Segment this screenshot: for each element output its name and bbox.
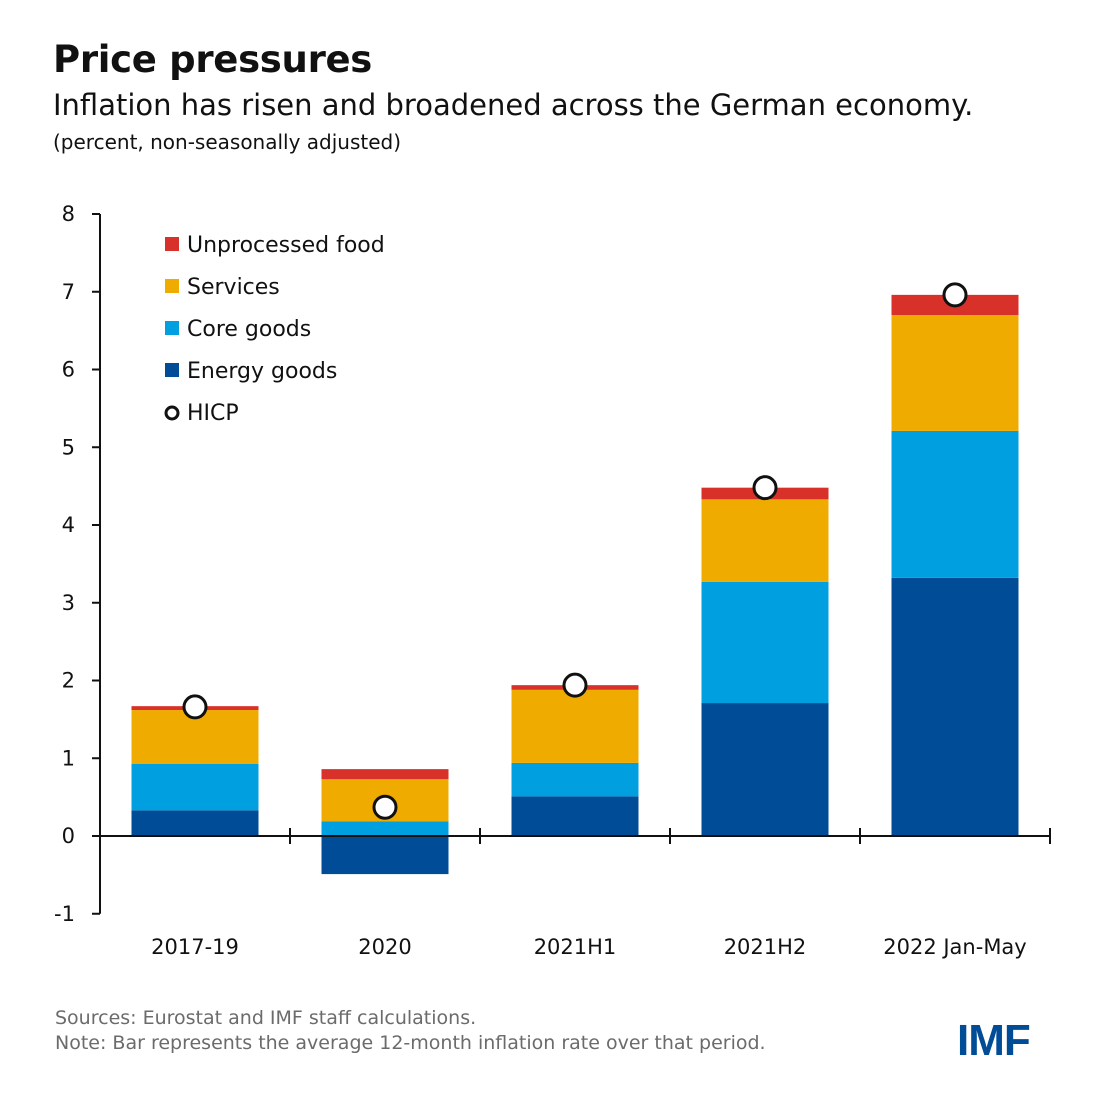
hicp-marker (942, 282, 968, 308)
x-tick-label: 2022 Jan-May (883, 935, 1026, 959)
x-tick-label: 2021H2 (724, 935, 807, 959)
legend-swatch (165, 279, 179, 293)
legend-label: Energy goods (187, 359, 337, 384)
legend: Unprocessed food Services Core goods Energy… (164, 233, 385, 426)
y-tick-label: 3 (62, 591, 75, 615)
bar-segment-services (701, 499, 829, 582)
bar-segment-core-goods (891, 430, 1019, 578)
hicp-marker (752, 475, 778, 501)
imf-logo: IMF (957, 1016, 1031, 1065)
bar-segment-services (891, 315, 1019, 431)
y-tick-label: 5 (62, 435, 75, 459)
y-tick-label: 7 (62, 280, 75, 304)
legend-label: Services (187, 275, 280, 300)
legend-swatch (165, 237, 179, 251)
chart-title: Price pressures (53, 38, 373, 81)
bar-segment-energy-goods (701, 703, 829, 836)
y-tick-label: 1 (62, 746, 75, 770)
y-tick-label: 0 (62, 824, 75, 848)
hicp-marker (182, 694, 208, 720)
bar-segment-energy-goods (131, 810, 259, 836)
legend-hicp-marker (164, 405, 180, 421)
y-tick-label: -1 (54, 902, 75, 926)
x-tick-label: 2017-19 (151, 935, 239, 959)
y-tick-label: 6 (62, 358, 75, 382)
bar-segment-energy-goods (511, 796, 639, 836)
legend-swatch (165, 363, 179, 377)
bar-segment-core-goods (131, 763, 259, 811)
legend-label: Core goods (187, 317, 311, 342)
hicp-marker (372, 794, 398, 820)
bar-segment-core-goods (321, 821, 449, 836)
footnote: Note: Bar represents the average 12-mont… (55, 1032, 766, 1054)
y-tick-label: 2 (62, 669, 75, 693)
bar-segment-services (511, 689, 639, 763)
x-tick-label: 2020 (358, 935, 411, 959)
x-tick-label: 2021H1 (534, 935, 617, 959)
legend-label: HICP (187, 401, 239, 426)
bar-segment-core-goods (511, 762, 639, 797)
bar-segment-unprocessed-food (321, 769, 449, 780)
chart-subtitle: Inflation has risen and broadened across… (53, 88, 974, 122)
hicp-marker (562, 672, 588, 698)
bar-segment-energy-goods (321, 836, 449, 875)
legend-label: Unprocessed food (187, 233, 385, 258)
bar-segment-energy-goods (891, 577, 1019, 836)
y-tick-label: 4 (62, 513, 75, 537)
bar-segment-core-goods (701, 581, 829, 704)
chart-units: (percent, non-seasonally adjusted) (53, 130, 402, 154)
y-tick-label: 8 (62, 202, 75, 226)
legend-swatch (165, 321, 179, 335)
sources-note: Sources: Eurostat and IMF staff calculat… (55, 1007, 477, 1029)
